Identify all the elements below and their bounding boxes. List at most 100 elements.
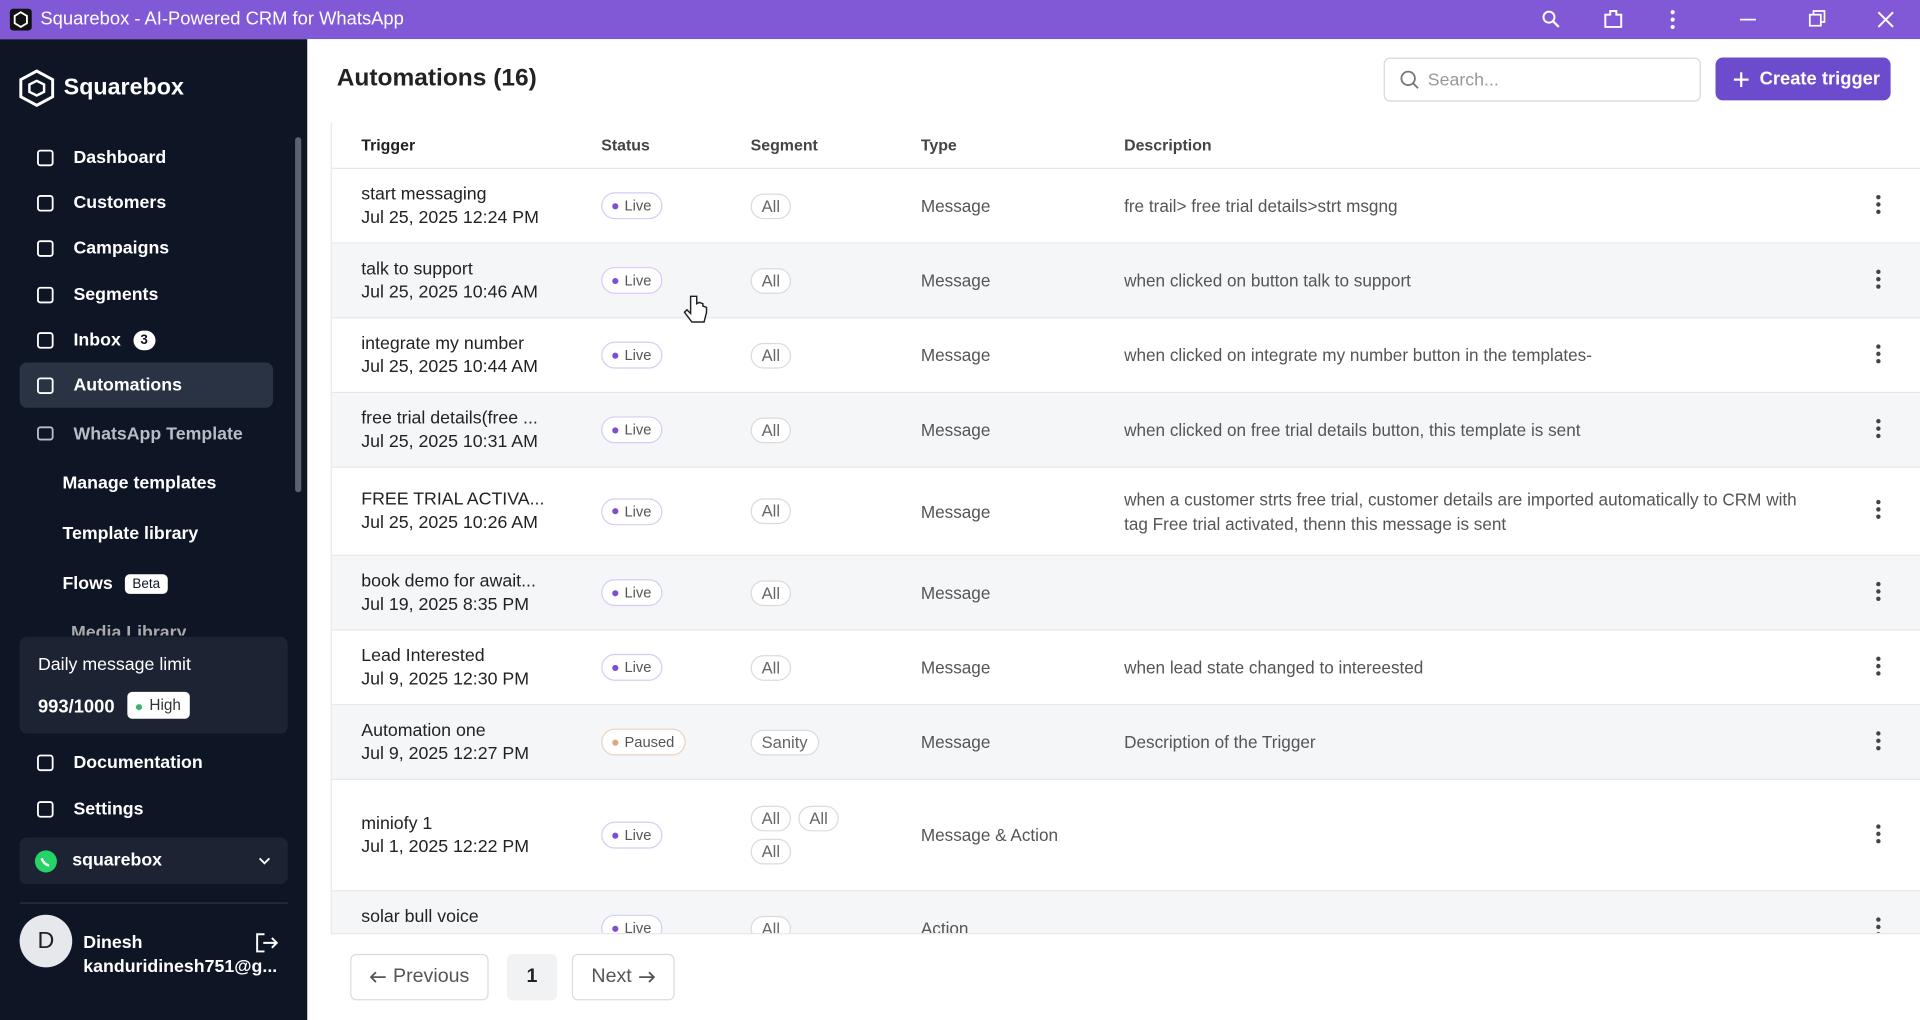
search-box[interactable]: Search... <box>1383 57 1701 102</box>
status-cell: Live <box>601 914 750 934</box>
segment-pill: All <box>750 579 792 606</box>
status-cell: Live <box>601 341 750 369</box>
trigger-date: Jul 9, 2025 12:30 PM <box>361 669 530 689</box>
nav-badge: 3 <box>133 330 156 350</box>
minimize[interactable] <box>1739 10 1759 30</box>
row-menu[interactable] <box>1875 268 1882 294</box>
row-menu[interactable] <box>1875 729 1882 755</box>
next-button[interactable]: Next <box>571 953 675 1001</box>
nav-badge: Beta <box>125 574 168 594</box>
description: when clicked on integrate my number butt… <box>1124 345 1592 365</box>
row-menu[interactable] <box>1875 915 1882 934</box>
description: when a customer strts free trial, custom… <box>1124 489 1797 534</box>
type-cell: Message & Action <box>920 825 1059 845</box>
trigger-cell: solar bull voice Jun 27, 2025 5:21 PM <box>332 906 601 933</box>
segment-cell: All <box>750 416 921 443</box>
row-menu[interactable] <box>1875 580 1882 606</box>
account-switcher[interactable]: squarebox <box>19 837 288 885</box>
row-menu[interactable] <box>1875 342 1882 368</box>
row-menu[interactable] <box>1875 417 1882 443</box>
row-menu[interactable] <box>1875 498 1882 524</box>
status-badge: Live <box>601 579 663 607</box>
segment-cell: Sanity <box>750 729 921 755</box>
nav-item[interactable]: Campaigns <box>20 225 273 270</box>
description: when lead state changed to intereested <box>1124 657 1424 678</box>
trigger-date: Jul 19, 2025 8:35 PM <box>361 594 530 615</box>
gutter <box>308 936 331 1020</box>
trigger-name: solar bull voice <box>361 906 479 927</box>
sub-nav-item[interactable]: Manage templates <box>62 474 216 494</box>
page-number: 1 <box>526 966 538 987</box>
segment-pill: All <box>750 654 792 681</box>
status-badge: Live <box>601 821 663 849</box>
account-name: squarebox <box>72 851 163 871</box>
trigger-name: Automation one <box>361 720 486 741</box>
previous-button[interactable]: Previous <box>350 953 489 1001</box>
status-badge: Live <box>601 914 663 934</box>
type-cell: Action <box>920 918 969 935</box>
table-row[interactable]: free trial details(free ... Jul 25, 2025 … <box>331 393 1920 468</box>
row-menu[interactable] <box>1875 193 1882 219</box>
table-row[interactable]: integrate my number Jul 25, 2025 10:44 AM… <box>331 318 1920 394</box>
column-header: Description <box>1124 135 1212 154</box>
nav-group[interactable]: WhatsApp Template <box>20 411 273 456</box>
main: Automations (16) Search... Create trigge… <box>307 39 1920 1020</box>
restore[interactable] <box>1807 10 1827 30</box>
column-header: Segment <box>750 135 818 155</box>
trigger-name: Lead Interested <box>361 645 485 666</box>
table-row[interactable]: miniofy 1 Jul 1, 2025 12:22 PM Live All All A… <box>331 780 1920 892</box>
table-row[interactable]: talk to support Jul 25, 2025 10:46 AM Live… <box>331 243 1920 319</box>
zoom-icon[interactable] <box>1542 10 1562 30</box>
segment-pill: All <box>750 838 792 865</box>
table-header: Trigger Status Segment Type Description <box>331 122 1920 169</box>
table-row[interactable]: FREE TRIAL ACTIVA... Jul 25, 2025 10:26 A… <box>331 468 1920 556</box>
table-row[interactable]: start messaging Jul 25, 2025 12:24 PM Live… <box>331 169 1920 244</box>
table-row[interactable]: Lead Interested Jul 9, 2025 12:30 PM Live A… <box>331 631 1920 706</box>
nav-item[interactable]: Settings <box>20 786 273 831</box>
trigger-date: Jul 1, 2025 12:22 PM <box>361 836 530 857</box>
description-cell: when clicked on button talk to support <box>1124 268 1810 292</box>
limit-value: 993/1000 <box>37 696 115 718</box>
page-title: Automations (16) <box>336 64 537 92</box>
status-label: Live <box>624 197 652 215</box>
row-menu[interactable] <box>1875 822 1882 848</box>
trigger-date: Jul 25, 2025 10:26 AM <box>361 513 538 533</box>
status-dot <box>612 426 619 433</box>
nav-item[interactable]: Dashboard <box>20 135 273 180</box>
table-row[interactable]: solar bull voice Jun 27, 2025 5:21 PM Live… <box>331 891 1920 935</box>
brand-name: Squarebox <box>63 74 184 101</box>
table-row[interactable]: book demo for await... Jul 19, 2025 8:35 … <box>331 555 1920 631</box>
status-badge: Live <box>601 653 663 681</box>
sub-nav-item[interactable]: Template library <box>62 524 198 544</box>
button-label: Previous <box>393 966 470 987</box>
page-button[interactable]: 1 <box>506 953 558 1001</box>
logout-icon[interactable] <box>255 932 279 954</box>
close[interactable] <box>1876 10 1896 30</box>
nav-label: Media Library <box>71 623 187 636</box>
nav-item[interactable]: Documentation <box>20 740 273 785</box>
nav-item[interactable]: Segments <box>20 272 273 317</box>
button-label: Create trigger <box>1759 68 1881 90</box>
status-badge: Live <box>601 497 663 525</box>
trigger-cell: talk to support Jul 25, 2025 10:46 AM <box>332 259 601 302</box>
table-row[interactable]: Automation one Jul 9, 2025 12:27 PM Paused… <box>331 705 1920 781</box>
status-dot <box>612 664 619 671</box>
status-label: Live <box>624 826 652 844</box>
extensions-icon[interactable] <box>1602 7 1626 31</box>
scrollbar <box>295 137 302 493</box>
sub-nav-item[interactable]: Flows Beta <box>62 574 168 594</box>
status-dot <box>612 925 619 932</box>
status-cell: Live <box>601 653 750 681</box>
nav-item[interactable]: Inbox 3 <box>20 317 273 362</box>
limit-label: Daily message limit <box>37 655 191 675</box>
trigger-name: integrate my number <box>361 333 525 354</box>
menu-icon[interactable] <box>1668 9 1678 31</box>
row-menu[interactable] <box>1875 654 1882 680</box>
description-cell: fre trail> free trial details>strt msgng <box>1124 193 1810 217</box>
nav-item[interactable]: Customers <box>20 180 273 225</box>
type-cell: Message <box>920 732 991 752</box>
create-trigger-button[interactable]: Create trigger <box>1715 57 1891 101</box>
nav-item[interactable]: Automations <box>19 362 274 408</box>
divider <box>19 902 288 904</box>
trigger-name: miniofy 1 <box>361 813 433 834</box>
